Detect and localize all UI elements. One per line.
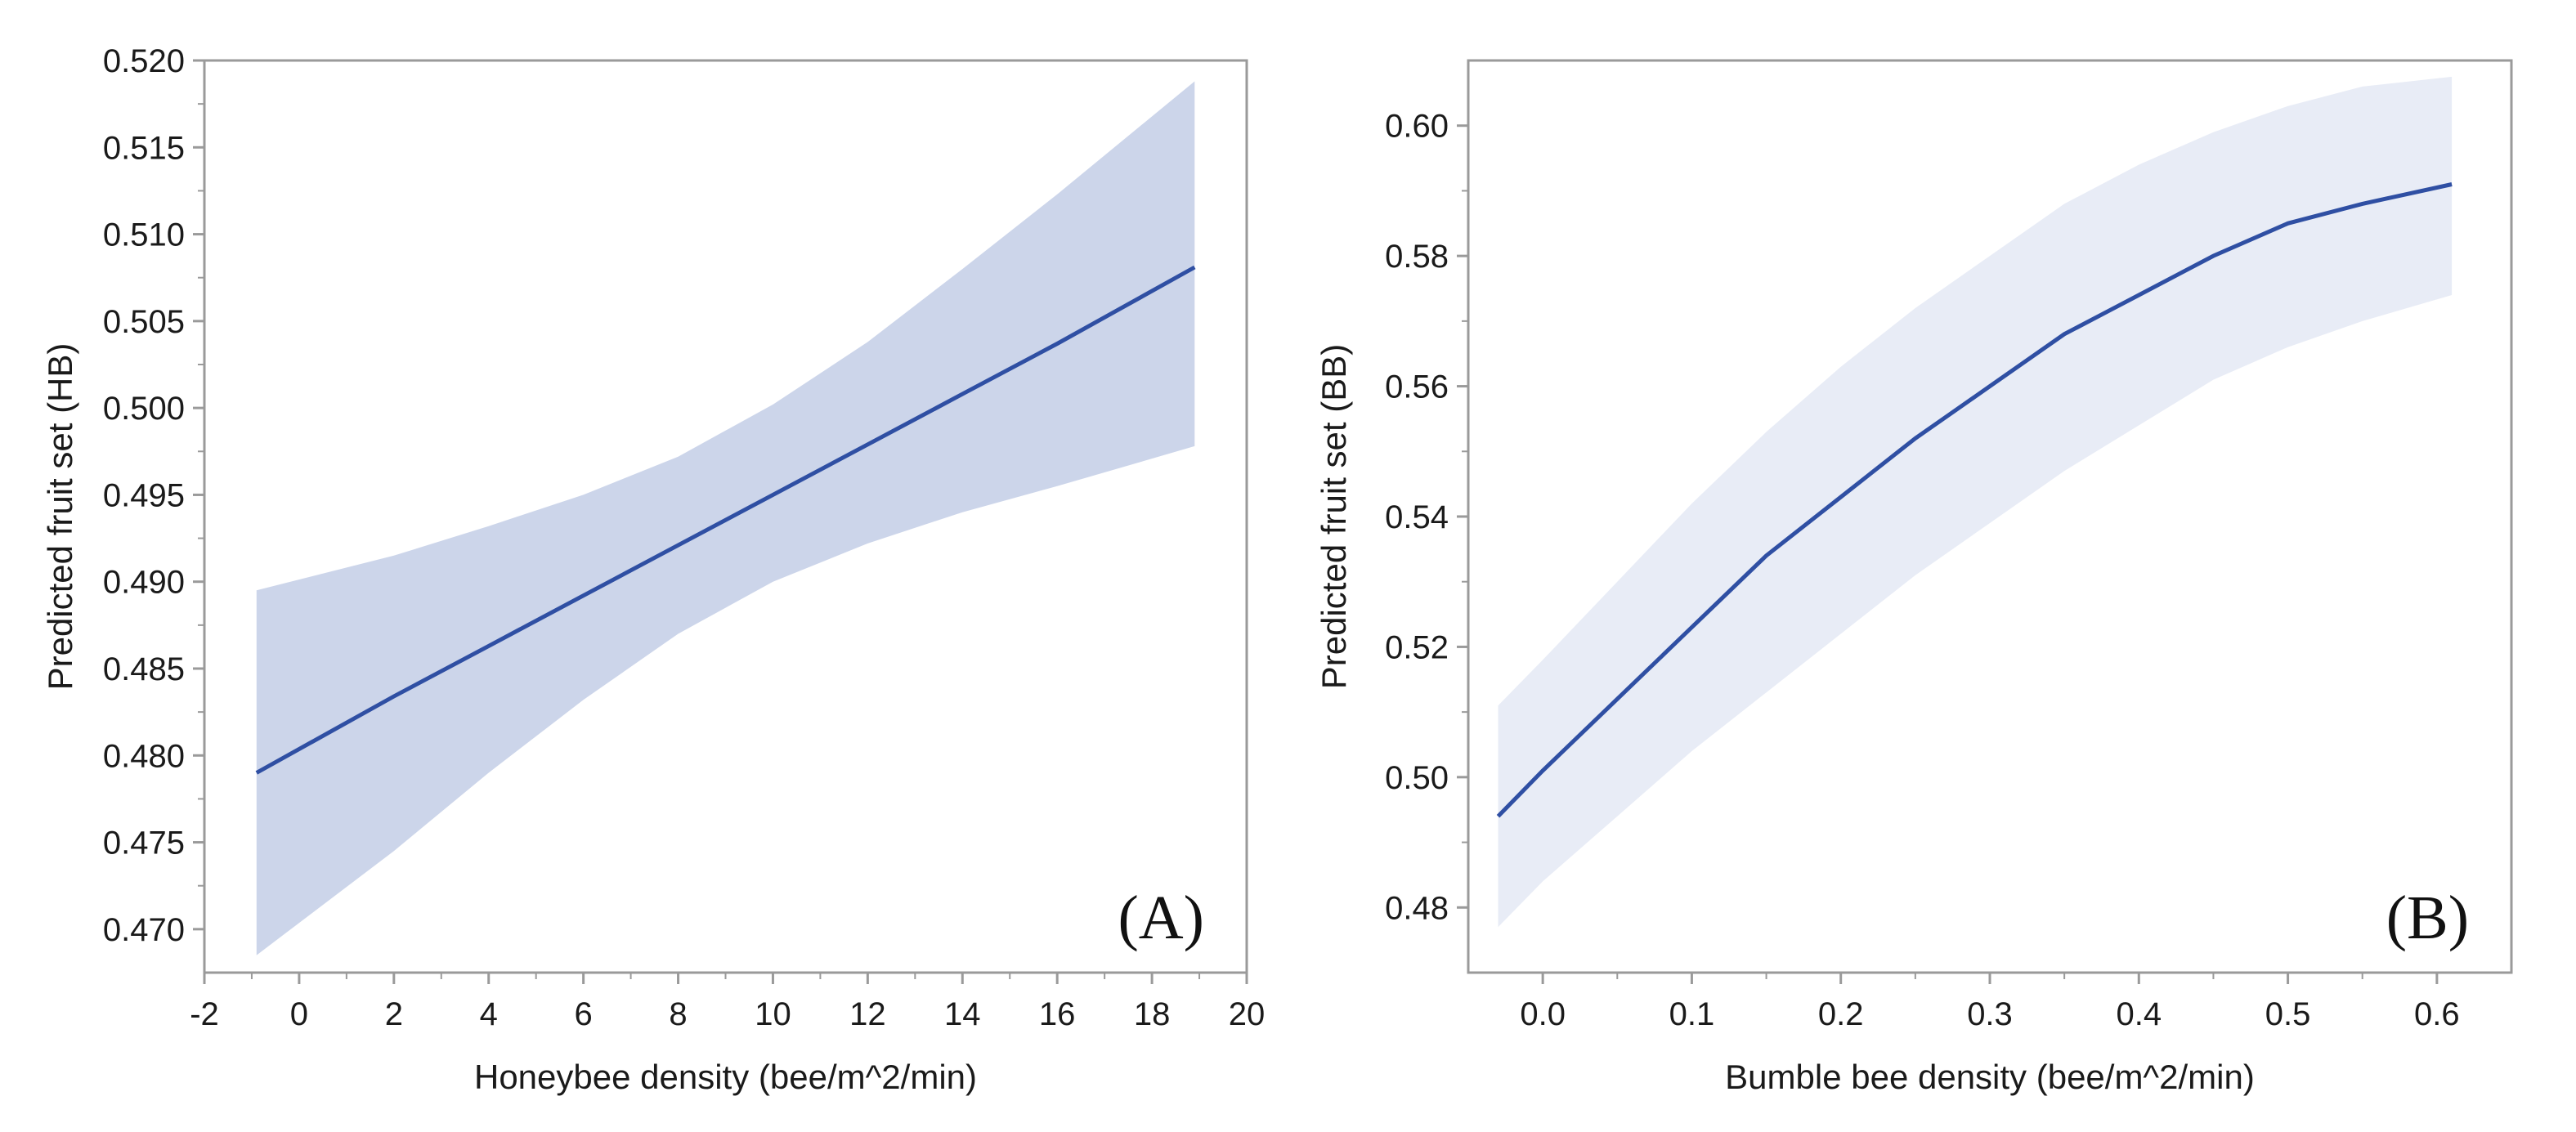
x-tick-label: 20 <box>1229 996 1266 1032</box>
y-tick-label: 0.58 <box>1385 239 1449 275</box>
x-tick-label: 0.4 <box>2116 996 2162 1032</box>
x-axis-ticks: -2 0 2 4 6 8 10 12 14 16 18 20 <box>190 973 1265 1032</box>
y-tick-label: 0.54 <box>1385 499 1449 535</box>
y-tick-label: 0.505 <box>103 304 185 340</box>
y-tick-label: 0.60 <box>1385 109 1449 145</box>
x-tick-label: 0.2 <box>1818 996 1864 1032</box>
x-tick-label: 0.3 <box>1967 996 2013 1032</box>
y-tick-label: 0.490 <box>103 565 185 601</box>
x-axis-label: Honeybee density (bee/m^2/min) <box>474 1058 977 1096</box>
x-tick-label: -2 <box>190 996 219 1032</box>
x-tick-label: 2 <box>385 996 403 1032</box>
y-tick-label: 0.56 <box>1385 369 1449 405</box>
y-tick-label: 0.50 <box>1385 760 1449 796</box>
chart-panel-b: 0.0 0.1 0.2 0.3 0.4 0.5 0.6 0.480.500.520.540.… <box>1315 59 2513 1096</box>
y-tick-label: 0.470 <box>103 912 185 948</box>
panel-label: (A) <box>1118 884 1204 952</box>
y-axis-label: Predicted fruit set (HB) <box>41 343 79 691</box>
x-tick-label: 16 <box>1039 996 1076 1032</box>
x-tick-label: 14 <box>944 996 981 1032</box>
y-axis-label: Predicted fruit set (BB) <box>1315 344 1353 689</box>
fitted-line <box>255 265 1196 775</box>
y-axis-ticks: 0.470 0.475 0.480 0.485 0.490 0.495 0.500 0.505… <box>103 43 204 948</box>
chart-panel-a: -2 0 2 4 6 8 10 12 14 16 18 20 0.470 0.475 0.480 0.485… <box>41 43 1265 1096</box>
y-tick-label: 0.520 <box>103 43 185 79</box>
y-tick-label: 0.500 <box>103 391 185 427</box>
x-tick-label: 0.6 <box>2414 996 2460 1032</box>
y-tick-label: 0.495 <box>103 477 185 513</box>
x-tick-label: 0 <box>290 996 308 1032</box>
x-tick-label: 0.5 <box>2265 996 2311 1032</box>
x-tick-label: 10 <box>755 996 791 1032</box>
y-tick-label: 0.480 <box>103 738 185 774</box>
y-tick-label: 0.510 <box>103 217 185 253</box>
x-tick-label: 0.1 <box>1669 996 1715 1032</box>
y-tick-label: 0.52 <box>1385 629 1449 665</box>
x-tick-label: 6 <box>575 996 593 1032</box>
confidence-band <box>1498 76 2453 928</box>
fitted-line <box>1496 182 2453 818</box>
y-tick-label: 0.475 <box>103 826 185 861</box>
x-tick-label: 8 <box>669 996 687 1032</box>
x-tick-label: 12 <box>849 996 886 1032</box>
x-axis-ticks: 0.0 0.1 0.2 0.3 0.4 0.5 0.6 <box>1520 973 2460 1032</box>
x-tick-label: 18 <box>1134 996 1171 1032</box>
x-tick-label: 4 <box>480 996 498 1032</box>
x-axis-label: Bumble bee density (bee/m^2/min) <box>1725 1058 2255 1096</box>
x-tick-label: 0.0 <box>1520 996 1566 1032</box>
y-tick-label: 0.515 <box>103 130 185 166</box>
y-tick-label: 0.48 <box>1385 890 1449 926</box>
panel-label: (B) <box>2386 884 2469 952</box>
y-axis-ticks: 0.48 0.50 0.52 0.54 0.56 0.58 0.60 <box>1385 109 1468 926</box>
y-tick-label: 0.485 <box>103 651 185 687</box>
